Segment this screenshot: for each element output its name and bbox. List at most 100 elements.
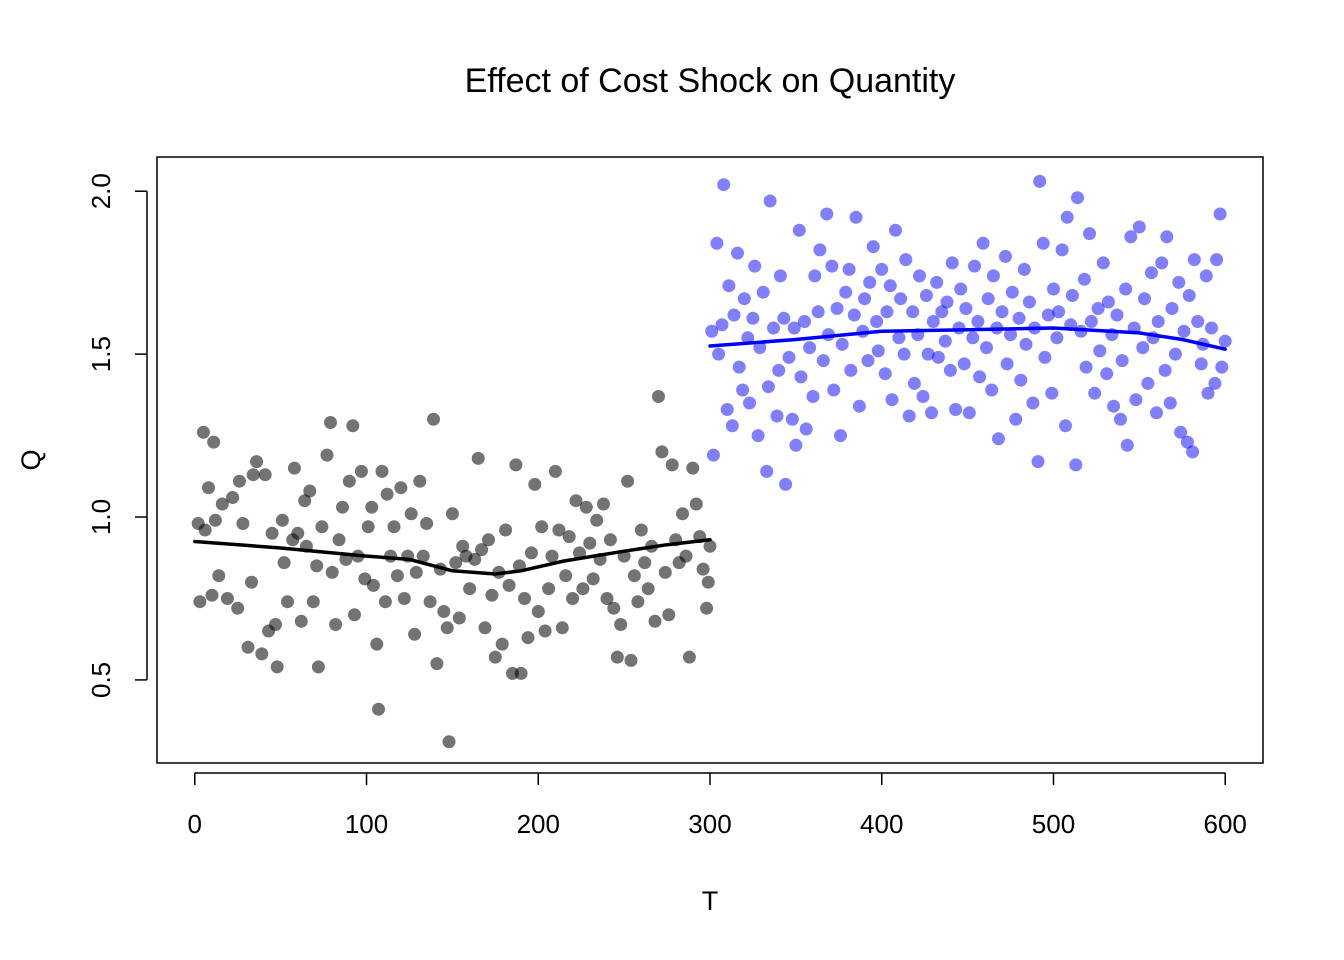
- data-point-pre: [502, 578, 516, 592]
- data-point-pre: [524, 546, 538, 560]
- data-point-post: [779, 477, 793, 491]
- data-point-post: [770, 409, 784, 423]
- data-point-pre: [365, 500, 379, 514]
- data-point-post: [1150, 406, 1163, 420]
- data-point-post: [1045, 386, 1059, 400]
- data-point-post: [943, 363, 957, 377]
- data-point-pre: [202, 481, 215, 495]
- data-point-post: [1187, 253, 1201, 267]
- data-point-pre: [665, 458, 679, 472]
- x-tick-label: 100: [345, 809, 388, 839]
- data-point-post: [1177, 324, 1191, 338]
- data-point-pre: [245, 575, 258, 589]
- data-point-post: [731, 246, 744, 260]
- data-point-post: [899, 253, 913, 267]
- data-point-pre: [232, 474, 246, 488]
- data-point-post: [825, 259, 839, 273]
- data-point-pre: [475, 543, 489, 557]
- data-point-post: [985, 383, 999, 397]
- data-point-pre: [488, 650, 502, 664]
- trend-line-post: [708, 326, 1227, 351]
- data-point-pre: [315, 520, 329, 534]
- data-point-pre: [449, 556, 463, 570]
- data-point-post: [1026, 396, 1040, 410]
- data-point-post: [1047, 282, 1060, 296]
- data-point-pre: [703, 539, 717, 553]
- data-point-pre: [246, 468, 260, 482]
- data-point-pre: [348, 608, 361, 622]
- data-point-post: [885, 393, 899, 407]
- data-point-post: [1084, 315, 1098, 328]
- data-point-post: [858, 292, 872, 306]
- y-axis-label: Q: [16, 449, 46, 470]
- data-point-pre: [311, 660, 325, 674]
- data-point-post: [1168, 347, 1182, 361]
- data-point-post: [736, 383, 750, 397]
- points-layer: [191, 174, 1232, 749]
- data-point-post: [1096, 256, 1110, 270]
- data-point-post: [1107, 399, 1121, 413]
- data-point-pre: [552, 523, 566, 537]
- data-point-pre: [573, 546, 586, 560]
- data-point-post: [883, 279, 897, 293]
- data-point-pre: [220, 592, 234, 605]
- data-point-pre: [361, 520, 375, 534]
- data-point-pre: [325, 565, 339, 579]
- data-point-pre: [696, 562, 710, 576]
- data-point-post: [1036, 236, 1050, 250]
- data-point-post: [871, 344, 885, 358]
- data-point-post: [767, 321, 780, 335]
- data-point-pre: [372, 702, 385, 716]
- data-point-post: [844, 363, 858, 377]
- data-point-pre: [378, 595, 392, 609]
- data-point-post: [782, 350, 796, 364]
- data-point-pre: [528, 477, 542, 491]
- data-point-post: [798, 315, 811, 328]
- data-point-post: [966, 331, 980, 345]
- data-point-pre: [607, 601, 621, 615]
- data-point-post: [706, 448, 720, 462]
- data-point-pre: [579, 500, 593, 514]
- data-point-pre: [621, 474, 635, 488]
- data-point-pre: [310, 559, 324, 573]
- data-point-pre: [370, 637, 384, 651]
- data-point-pre: [390, 569, 404, 583]
- data-point-post: [1093, 344, 1107, 358]
- data-point-pre: [208, 513, 222, 527]
- data-point-post: [1031, 455, 1045, 469]
- data-point-pre: [569, 494, 583, 508]
- data-point-post: [926, 315, 940, 328]
- data-point-pre: [291, 526, 305, 540]
- data-point-post: [1115, 354, 1129, 368]
- data-point-pre: [342, 474, 356, 488]
- data-point-post: [813, 243, 827, 257]
- data-point-post: [1091, 302, 1105, 315]
- data-point-post: [925, 406, 938, 420]
- data-point-pre: [655, 445, 669, 459]
- data-point-post: [785, 412, 799, 426]
- data-point-post: [892, 331, 906, 345]
- data-point-pre: [662, 608, 676, 622]
- data-point-pre: [566, 592, 580, 605]
- data-point-post: [1005, 285, 1019, 299]
- data-point-post: [827, 383, 841, 397]
- data-point-pre: [545, 549, 559, 563]
- data-point-post: [1059, 419, 1072, 433]
- data-point-post: [1201, 386, 1215, 400]
- data-point-pre: [542, 582, 556, 596]
- data-point-post: [1151, 315, 1165, 328]
- data-point-post: [787, 321, 801, 335]
- y-tick-label: 1.5: [86, 336, 116, 372]
- data-point-post: [1055, 243, 1069, 257]
- data-point-post: [986, 269, 1000, 283]
- data-point-pre: [397, 592, 411, 605]
- data-point-post: [712, 347, 726, 361]
- x-axis-label: T: [702, 886, 719, 916]
- data-point-post: [998, 249, 1012, 263]
- data-point-pre: [452, 611, 466, 625]
- data-point-post: [1132, 220, 1146, 234]
- data-point-post: [1165, 302, 1179, 315]
- data-point-post: [849, 210, 863, 224]
- data-point-post: [945, 256, 959, 270]
